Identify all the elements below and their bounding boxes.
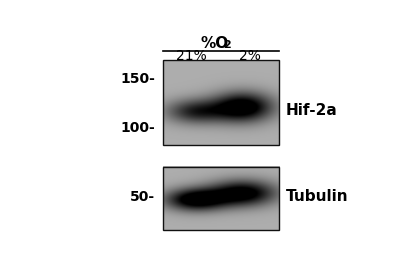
Text: Hif-2a: Hif-2a (286, 103, 337, 118)
Text: 150-: 150- (120, 72, 155, 86)
Bar (163, 167, 279, 230)
Bar (163, 60, 279, 145)
Text: 21%: 21% (176, 49, 206, 63)
Text: 50-: 50- (130, 190, 155, 204)
Text: %O: %O (200, 36, 228, 51)
Text: 2: 2 (223, 40, 230, 50)
Text: 100-: 100- (121, 121, 155, 135)
Text: 2%: 2% (239, 49, 261, 63)
Text: Tubulin: Tubulin (286, 189, 348, 204)
